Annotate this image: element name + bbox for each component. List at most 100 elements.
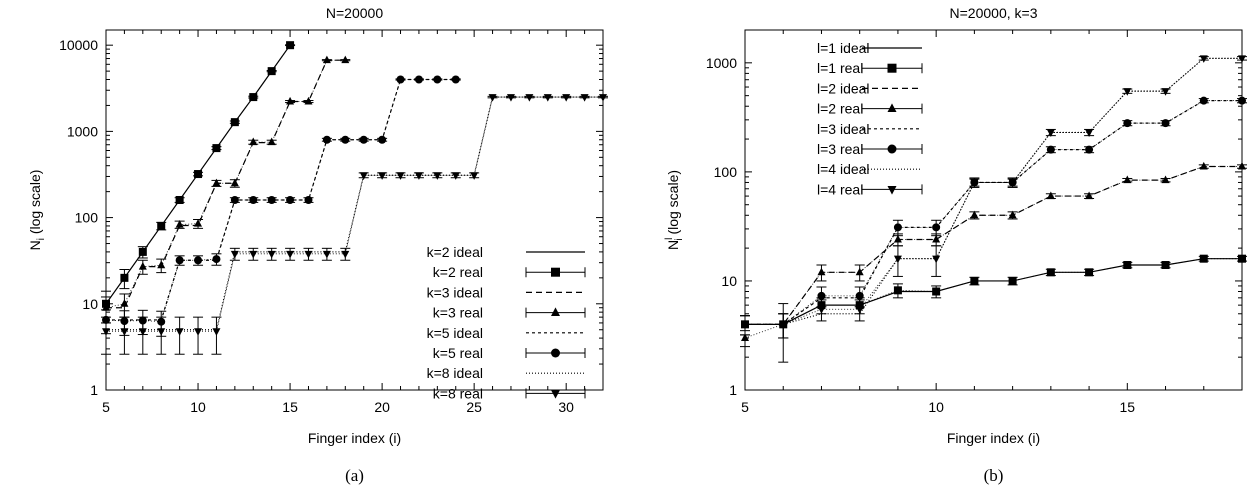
- data-point: [1161, 261, 1170, 270]
- data-point: [580, 94, 589, 102]
- legend-label: l=2 real: [817, 101, 863, 117]
- legend-marker: [887, 144, 897, 154]
- data-point: [970, 276, 979, 285]
- data-point: [230, 118, 239, 127]
- legend-label: l=4 real: [817, 181, 863, 197]
- data-point: [341, 250, 350, 259]
- data-point: [1123, 261, 1132, 270]
- data-point: [414, 172, 423, 180]
- data-point: [286, 250, 295, 259]
- y-axis-label-rest: (log scale): [27, 170, 43, 238]
- legend-marker: [551, 307, 560, 316]
- x-tick-label: 10: [928, 399, 944, 415]
- data-point: [1085, 145, 1094, 154]
- data-point: [414, 75, 423, 84]
- data-point: [817, 267, 826, 276]
- data-point: [120, 328, 129, 336]
- data-point: [1161, 119, 1170, 128]
- legend: l=1 ideal l=1 real l=2 ideal l=2 real l=3 id…: [817, 40, 923, 197]
- legend-marker: [887, 186, 897, 195]
- legend-label: l=4 ideal: [817, 161, 870, 177]
- x-tick-label: 25: [466, 399, 482, 415]
- chart-title: N=20000: [326, 5, 383, 21]
- y-axis-label-sub: i: [674, 238, 685, 240]
- data-point: [157, 328, 166, 336]
- data-point: [212, 144, 221, 153]
- y-tick-label: 1: [90, 382, 98, 398]
- data-point: [525, 94, 534, 102]
- series-k-2-real: [101, 41, 296, 324]
- legend-label: k=3 ideal: [427, 284, 483, 300]
- data-point: [433, 172, 442, 180]
- legend-label: l=1 ideal: [817, 40, 870, 56]
- data-point: [1123, 119, 1132, 128]
- data-point: [175, 328, 184, 336]
- data-point: [212, 178, 221, 187]
- legend-label: l=1 real: [817, 60, 863, 76]
- data-point: [138, 328, 147, 336]
- data-point: [1238, 96, 1246, 105]
- data-point: [286, 195, 295, 204]
- data-point: [286, 96, 295, 105]
- data-point: [893, 223, 902, 232]
- y-tick-label: 10: [82, 296, 98, 312]
- data-point: [194, 328, 203, 336]
- data-point: [1085, 129, 1094, 138]
- panel-caption: (b): [984, 466, 1004, 485]
- legend-marker: [887, 103, 897, 112]
- y-tick-label: 100: [75, 210, 99, 226]
- data-point: [470, 172, 479, 180]
- series-l-2-ideal: [745, 165, 1242, 325]
- series-line: [105, 79, 456, 323]
- data-point: [194, 170, 203, 179]
- data-point: [599, 94, 607, 102]
- data-point: [1008, 210, 1017, 219]
- data-point: [249, 137, 258, 146]
- series-line: [745, 258, 1242, 325]
- legend-label: k=8 ideal: [427, 365, 483, 381]
- data-point: [543, 94, 552, 102]
- legend-label: l=3 ideal: [817, 121, 870, 137]
- plot-frame: [105, 29, 604, 391]
- legend-label: k=5 real: [433, 345, 483, 361]
- x-axis: 5 10 15 20 25 30: [102, 30, 604, 415]
- data-point: [267, 195, 276, 204]
- data-point: [893, 234, 902, 243]
- y-tick-label: 10: [721, 273, 737, 289]
- data-point: [1085, 268, 1094, 277]
- data-point: [304, 195, 313, 204]
- data-point: [102, 328, 110, 336]
- series-line: [106, 96, 603, 331]
- data-point: [378, 172, 387, 180]
- x-tick-label: 10: [190, 399, 206, 415]
- series-k-8-real: [101, 94, 608, 355]
- data-point: [1238, 55, 1246, 63]
- data-point: [817, 291, 826, 300]
- data-point: [451, 75, 460, 84]
- y-tick-label: 1000: [67, 123, 98, 139]
- data-point: [893, 255, 902, 264]
- chart-panel-b: N=20000, k=3 5 10 15 1 10 100 1000 Finger ind…: [664, 5, 1247, 485]
- data-point: [932, 234, 941, 243]
- data-point: [893, 286, 902, 295]
- legend-marker: [551, 390, 560, 399]
- data-point: [396, 172, 405, 180]
- y-axis: 1 10 100 1000 10000: [59, 37, 603, 398]
- y-axis-label-rest: (log scale): [665, 170, 681, 238]
- legend: k=2 ideal k=2 real k=3 ideal k=3 real k=5 id…: [427, 244, 586, 401]
- x-tick-label: 20: [374, 399, 390, 415]
- data-point: [1123, 175, 1132, 184]
- data-point: [1046, 129, 1055, 138]
- data-point: [194, 256, 203, 265]
- legend-label: k=5 ideal: [427, 325, 483, 341]
- data-point: [970, 179, 979, 188]
- series-k-5-real: [101, 75, 461, 337]
- data-point: [1046, 145, 1055, 154]
- data-point: [1199, 96, 1208, 105]
- data-point: [322, 135, 331, 144]
- data-point: [230, 195, 239, 204]
- y-axis-label-sub: i: [36, 238, 47, 240]
- legend-label: k=2 ideal: [427, 244, 483, 260]
- data-point: [378, 135, 387, 144]
